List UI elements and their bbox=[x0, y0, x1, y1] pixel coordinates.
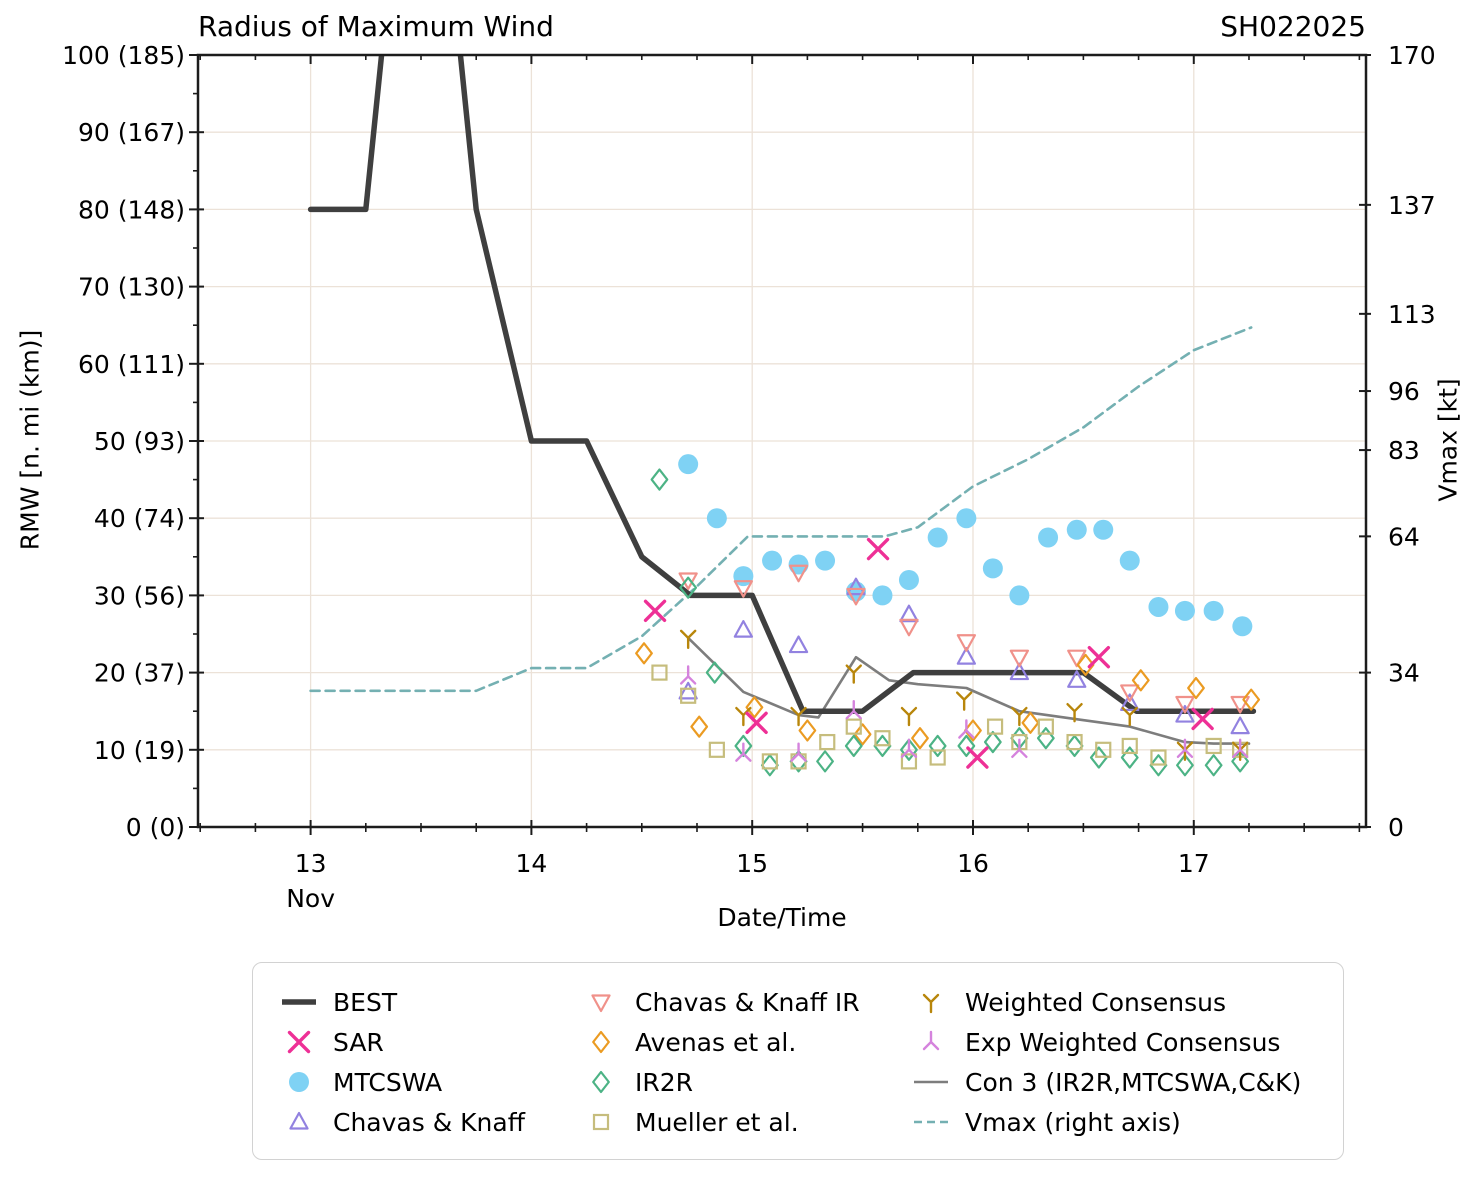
series-mtcswa bbox=[678, 454, 1253, 637]
rmw-plot: 13 14 15 16 17 Nov 0 (0) 10 (19) 20 (37) 30 (56) 4… bbox=[62, 41, 1436, 913]
series-avenas bbox=[635, 642, 1261, 750]
square-icon bbox=[592, 1113, 610, 1131]
axis-tick-labels: 13 14 15 16 17 Nov 0 (0) 10 (19) 20 (37) 30 (56) 4… bbox=[62, 41, 1436, 913]
sar-x-icon bbox=[287, 1030, 311, 1054]
legend-label: MTCSWA bbox=[333, 1067, 443, 1097]
y-right-tick-label: 96 bbox=[1388, 377, 1420, 406]
legend-label: Weighted Consensus bbox=[965, 987, 1227, 1017]
series-weighted-consensus bbox=[679, 629, 1249, 761]
y-left-tick-label: 70 (130) bbox=[78, 273, 185, 302]
y-axis-label-left: RMW [n. mi (km)] bbox=[15, 329, 45, 551]
axis-ticks bbox=[189, 54, 1371, 835]
x-tick-label: 14 bbox=[515, 849, 547, 878]
con3-line-swatch bbox=[914, 1080, 948, 1084]
legend-item-sar: SAR bbox=[279, 1028, 581, 1057]
chart-title: Radius of Maximum Wind bbox=[198, 10, 554, 43]
y-right-tick-label: 64 bbox=[1388, 522, 1420, 551]
legend-label: SAR bbox=[333, 1027, 384, 1057]
triangle-down-icon bbox=[591, 994, 611, 1013]
series-sar bbox=[643, 537, 1214, 769]
y-left-tick-label: 100 (185) bbox=[62, 41, 185, 70]
y-left-tick-label: 50 (93) bbox=[94, 427, 185, 456]
y-right-tick-label: 34 bbox=[1388, 659, 1420, 688]
series-chavas-knaff bbox=[678, 577, 1250, 735]
storm-id-label: SH022025 bbox=[1220, 10, 1366, 43]
legend-label: Mueller et al. bbox=[635, 1107, 799, 1137]
y-right-tick-label: 0 bbox=[1388, 813, 1404, 842]
series-best bbox=[307, 55, 1257, 714]
y-left-tick-label: 20 (37) bbox=[94, 659, 185, 688]
y-left-tick-label: 30 (56) bbox=[94, 581, 185, 610]
y-left-tick-label: 60 (111) bbox=[78, 350, 185, 379]
legend-item-con3: Con 3 (IR2R,MTCSWA,C&K) bbox=[911, 1068, 1343, 1097]
y-right-tick-label: 113 bbox=[1388, 300, 1436, 329]
y-left-tick-label: 40 (74) bbox=[94, 504, 185, 533]
legend-item-mueller: Mueller et al. bbox=[581, 1108, 911, 1137]
y-left-tick-label: 90 (167) bbox=[78, 118, 185, 147]
x-tick-label: 13 bbox=[295, 849, 327, 878]
y-right-tick-label: 83 bbox=[1388, 436, 1420, 465]
x-axis-label: Date/Time bbox=[717, 903, 847, 932]
series-con3 bbox=[686, 636, 1251, 745]
legend-label: Exp Weighted Consensus bbox=[965, 1027, 1281, 1057]
diamond-icon bbox=[592, 1070, 610, 1094]
series-mueller bbox=[651, 664, 1249, 770]
x-tick-label: 17 bbox=[1178, 849, 1210, 878]
legend-item-ir2r: IR2R bbox=[581, 1068, 911, 1097]
legend-item-mtcswa: MTCSWA bbox=[279, 1068, 581, 1097]
mtcswa-circle-icon bbox=[289, 1072, 309, 1092]
legend-item-chavas-knaff: Chavas & Knaff bbox=[279, 1108, 581, 1137]
y-left-tick-label: 80 (148) bbox=[78, 195, 185, 224]
legend-item-avenas: Avenas et al. bbox=[581, 1028, 911, 1057]
legend-label: BEST bbox=[333, 987, 398, 1017]
grid bbox=[198, 55, 1366, 827]
legend-label: Con 3 (IR2R,MTCSWA,C&K) bbox=[965, 1067, 1302, 1097]
legend-label: Avenas et al. bbox=[635, 1027, 797, 1057]
legend-item-exp-weighted-consensus: Exp Weighted Consensus bbox=[911, 1028, 1343, 1057]
legend-box: BEST SAR MTCSWA Chavas & Knaff Chavas & … bbox=[252, 962, 1344, 1160]
legend-item-best: BEST bbox=[279, 988, 581, 1017]
vmax-dashed-line-swatch bbox=[914, 1120, 948, 1124]
triangle-up-icon bbox=[289, 1111, 309, 1130]
best-line-swatch bbox=[282, 999, 316, 1005]
legend-label: IR2R bbox=[635, 1067, 694, 1097]
legend-item-chavas-knaff-ir: Chavas & Knaff IR bbox=[581, 988, 911, 1017]
series-ir2r bbox=[650, 468, 1250, 777]
legend-item-weighted-consensus: Weighted Consensus bbox=[911, 988, 1343, 1017]
legend-label: Vmax (right axis) bbox=[965, 1107, 1181, 1137]
series-layer bbox=[307, 55, 1261, 777]
tri-y-inverted-icon bbox=[922, 1030, 940, 1051]
x-tick-label: 16 bbox=[957, 849, 989, 878]
y-right-tick-label: 170 bbox=[1388, 41, 1436, 70]
legend-label: Chavas & Knaff bbox=[333, 1107, 525, 1137]
x-month-label: Nov bbox=[286, 884, 335, 913]
series-exp-weighted-consensus bbox=[679, 665, 1249, 762]
tri-y-icon bbox=[922, 993, 940, 1014]
y-left-tick-label: 10 (19) bbox=[94, 736, 185, 765]
y-axis-label-right: Vmax [kt] bbox=[1433, 378, 1463, 502]
series-chavas-knaff-ir bbox=[678, 564, 1250, 714]
y-left-tick-label: 0 (0) bbox=[126, 813, 185, 842]
series-vmax bbox=[309, 326, 1253, 693]
y-right-tick-label: 137 bbox=[1388, 191, 1436, 220]
x-tick-label: 15 bbox=[736, 849, 768, 878]
diamond-icon bbox=[592, 1030, 610, 1054]
legend-label: Chavas & Knaff IR bbox=[635, 987, 860, 1017]
legend-item-vmax: Vmax (right axis) bbox=[911, 1108, 1343, 1137]
